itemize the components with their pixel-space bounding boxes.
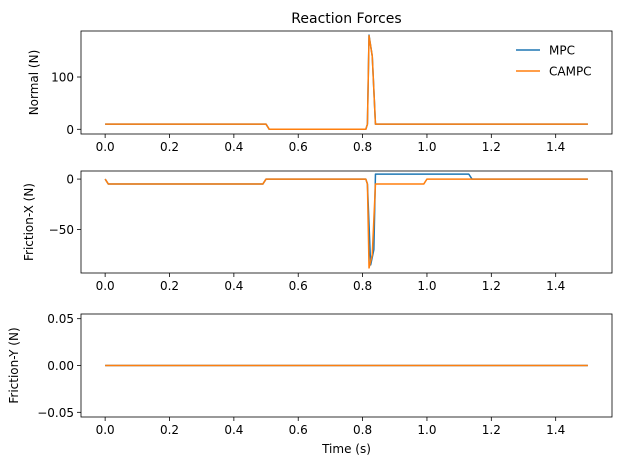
y-axis-label: Friction-X (N) (22, 183, 36, 261)
series-line-campc-panel-2 (104, 178, 588, 269)
y-axis-label: Normal (N) (27, 50, 41, 116)
series-line-mpc-panel-1 (105, 34, 588, 131)
chart-panel-2: 0.0 0.2 0.4 0.6 0.8 1.0 1.2 1.4 −50 0 Friction-X (… (22, 170, 613, 293)
chart-panel-3: 0.0 0.2 0.4 0.6 0.8 1.0 1.2 1.4 −0.05 0.00 0.05 Fri… (7, 312, 613, 456)
legend: MPC CAMPC (516, 44, 592, 79)
axes-frame (80, 30, 613, 135)
x-tick-label: 1.4 (546, 279, 565, 293)
legend-label-campc: CAMPC (549, 65, 592, 79)
x-tick-label: 0.0 (96, 423, 115, 437)
x-tick-label: 0.2 (160, 279, 179, 293)
x-tick-label: 1.4 (546, 423, 565, 437)
series-line-mpc-panel-2 (104, 173, 588, 266)
y-tick-label: 0.00 (47, 359, 74, 373)
x-tick-label: 0.2 (160, 140, 179, 154)
x-axis-label: Time (s) (321, 442, 371, 456)
y-tick-label: 100 (51, 71, 74, 85)
x-tick-label: 0.4 (224, 279, 243, 293)
x-tick-label: 1.2 (482, 140, 501, 154)
x-tick-label: 1.0 (417, 279, 436, 293)
x-tick-label: 0.6 (289, 140, 308, 154)
x-tick-label: 0.0 (96, 140, 115, 154)
x-tick-label: 1.4 (546, 140, 565, 154)
x-tick-label: 0.0 (96, 279, 115, 293)
x-tick-label: 0.8 (353, 140, 372, 154)
axes-frame (80, 170, 613, 274)
y-axis-label: Friction-Y (N) (7, 327, 21, 403)
y-tick-label: −0.05 (37, 406, 74, 420)
y-tick-label: 0 (66, 173, 74, 187)
chart-panel-1: 0.0 0.2 0.4 0.6 0.8 1.0 1.2 1.4 0 100 Normal (N) Re… (27, 11, 613, 154)
x-tick-label: 0.8 (353, 423, 372, 437)
x-tick-label: 0.6 (289, 279, 308, 293)
x-tick-label: 1.0 (417, 140, 436, 154)
y-tick-label: 0 (66, 123, 74, 137)
x-tick-label: 0.4 (224, 423, 243, 437)
y-tick-label: −50 (49, 223, 74, 237)
x-tick-label: 0.8 (353, 279, 372, 293)
series-line-campc-panel-1 (105, 34, 588, 131)
x-tick-label: 0.4 (224, 140, 243, 154)
y-tick-label: 0.05 (47, 312, 74, 326)
legend-label-mpc: MPC (549, 44, 575, 58)
chart-title: Reaction Forces (291, 11, 401, 27)
x-tick-label: 1.2 (482, 423, 501, 437)
x-tick-label: 0.2 (160, 423, 179, 437)
x-tick-label: 0.6 (289, 423, 308, 437)
x-tick-label: 1.0 (417, 423, 436, 437)
x-tick-label: 1.2 (482, 279, 501, 293)
